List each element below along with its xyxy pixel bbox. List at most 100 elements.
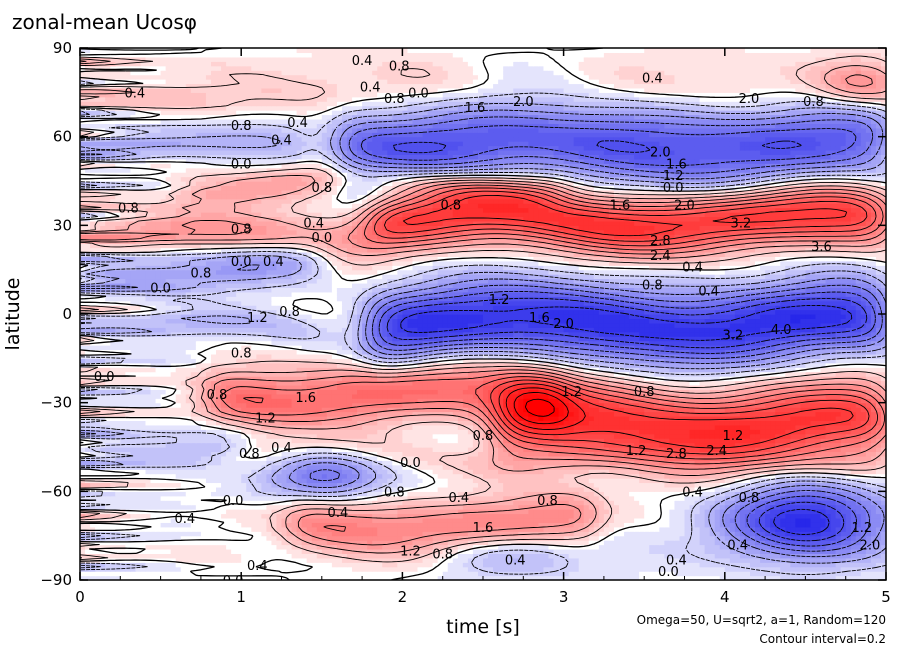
heat-cell (624, 557, 630, 563)
heat-cell (875, 451, 882, 457)
heat-cell (825, 455, 832, 461)
heat-cell (709, 526, 716, 532)
heat-cell (724, 540, 731, 546)
heat-cell (226, 548, 232, 554)
heat-cell (523, 575, 529, 580)
heat-cell (216, 455, 222, 461)
heat-cell (538, 566, 545, 572)
heat-cell (649, 566, 655, 572)
heat-cell (382, 447, 388, 453)
heat-cell (760, 548, 766, 554)
heat-cell (432, 491, 439, 497)
heat-cell (493, 464, 499, 470)
heat-cell (493, 482, 499, 488)
heat-cell (422, 509, 429, 515)
heat-cell (311, 464, 318, 470)
heat-cell (790, 571, 796, 577)
heat-cell (880, 473, 886, 479)
heat-cell (709, 571, 716, 577)
heat-cell (785, 553, 791, 559)
heat-cell (815, 575, 822, 580)
heat-cell (603, 482, 610, 488)
heat-cell (523, 557, 529, 563)
heat-cell (336, 473, 343, 479)
heat-cell (694, 540, 701, 546)
heat-cell (352, 495, 358, 501)
heat-cell (659, 455, 665, 461)
heat-cell (352, 491, 358, 497)
heat-cell (820, 522, 827, 528)
heat-cell (447, 495, 454, 501)
heat-cell (306, 473, 313, 479)
heat-cell (785, 517, 791, 523)
heat-cell (145, 566, 152, 572)
heat-cell (165, 509, 172, 515)
heat-cell (377, 540, 383, 546)
heat-cell (795, 513, 801, 519)
heat-cell (241, 575, 247, 580)
heat-cell (634, 548, 640, 554)
heat-cell (417, 442, 424, 448)
heat-cell (629, 535, 635, 541)
heat-cell (210, 486, 217, 492)
heat-cell (654, 451, 660, 457)
heat-cell (699, 478, 706, 484)
heat-cell (397, 509, 403, 515)
heat-cell (558, 442, 565, 448)
heat-cell (578, 455, 585, 461)
heat-cell (412, 535, 419, 541)
heat-cell (523, 442, 529, 448)
heat-cell (160, 517, 167, 523)
heat-cell (402, 447, 409, 453)
heat-cell (180, 522, 187, 528)
heat-cell (477, 451, 484, 457)
heat-cell (860, 540, 867, 546)
heat-cell (830, 513, 837, 519)
heat-cell (785, 531, 791, 537)
heat-cell (820, 469, 827, 475)
heat-cell (105, 571, 111, 577)
heat-cell (669, 522, 676, 528)
heat-cell (427, 557, 434, 563)
heat-cell (372, 473, 378, 479)
heat-cell (780, 540, 786, 546)
heat-cell (175, 504, 182, 510)
heat-cell (231, 495, 237, 501)
heat-cell (231, 451, 237, 457)
heat-cell (729, 447, 736, 453)
heat-cell (795, 540, 801, 546)
heat-cell (417, 464, 424, 470)
heat-cell (457, 451, 464, 457)
heat-cell (291, 491, 298, 497)
heat-cell (200, 460, 207, 466)
heat-cell (870, 571, 877, 577)
heat-cell (785, 491, 791, 497)
heat-cell (316, 482, 323, 488)
heat-cell (281, 460, 288, 466)
heat-cell (236, 455, 242, 461)
heat-cell (372, 500, 378, 506)
heat-cell (185, 451, 192, 457)
heat-cell (714, 464, 721, 470)
heat-cell (477, 500, 484, 506)
heat-cell (533, 442, 540, 448)
heat-cell (654, 495, 660, 501)
heat-cell (392, 522, 398, 528)
heat-cell (760, 531, 766, 537)
heat-cell (749, 562, 756, 568)
heat-cell (251, 495, 257, 501)
heat-cell (462, 531, 469, 537)
heat-cell (246, 571, 252, 577)
heat-cell (578, 531, 585, 537)
heat-cell (523, 495, 529, 501)
heat-cell (95, 575, 101, 580)
heat-cell (427, 460, 434, 466)
heat-cell (760, 460, 766, 466)
heat-cell (573, 455, 580, 461)
heat-cell (362, 486, 368, 492)
heat-cell (659, 495, 665, 501)
heat-cell (830, 504, 837, 510)
heat-cell (296, 540, 303, 546)
heat-cell (367, 526, 373, 532)
heat-cell (437, 491, 444, 497)
